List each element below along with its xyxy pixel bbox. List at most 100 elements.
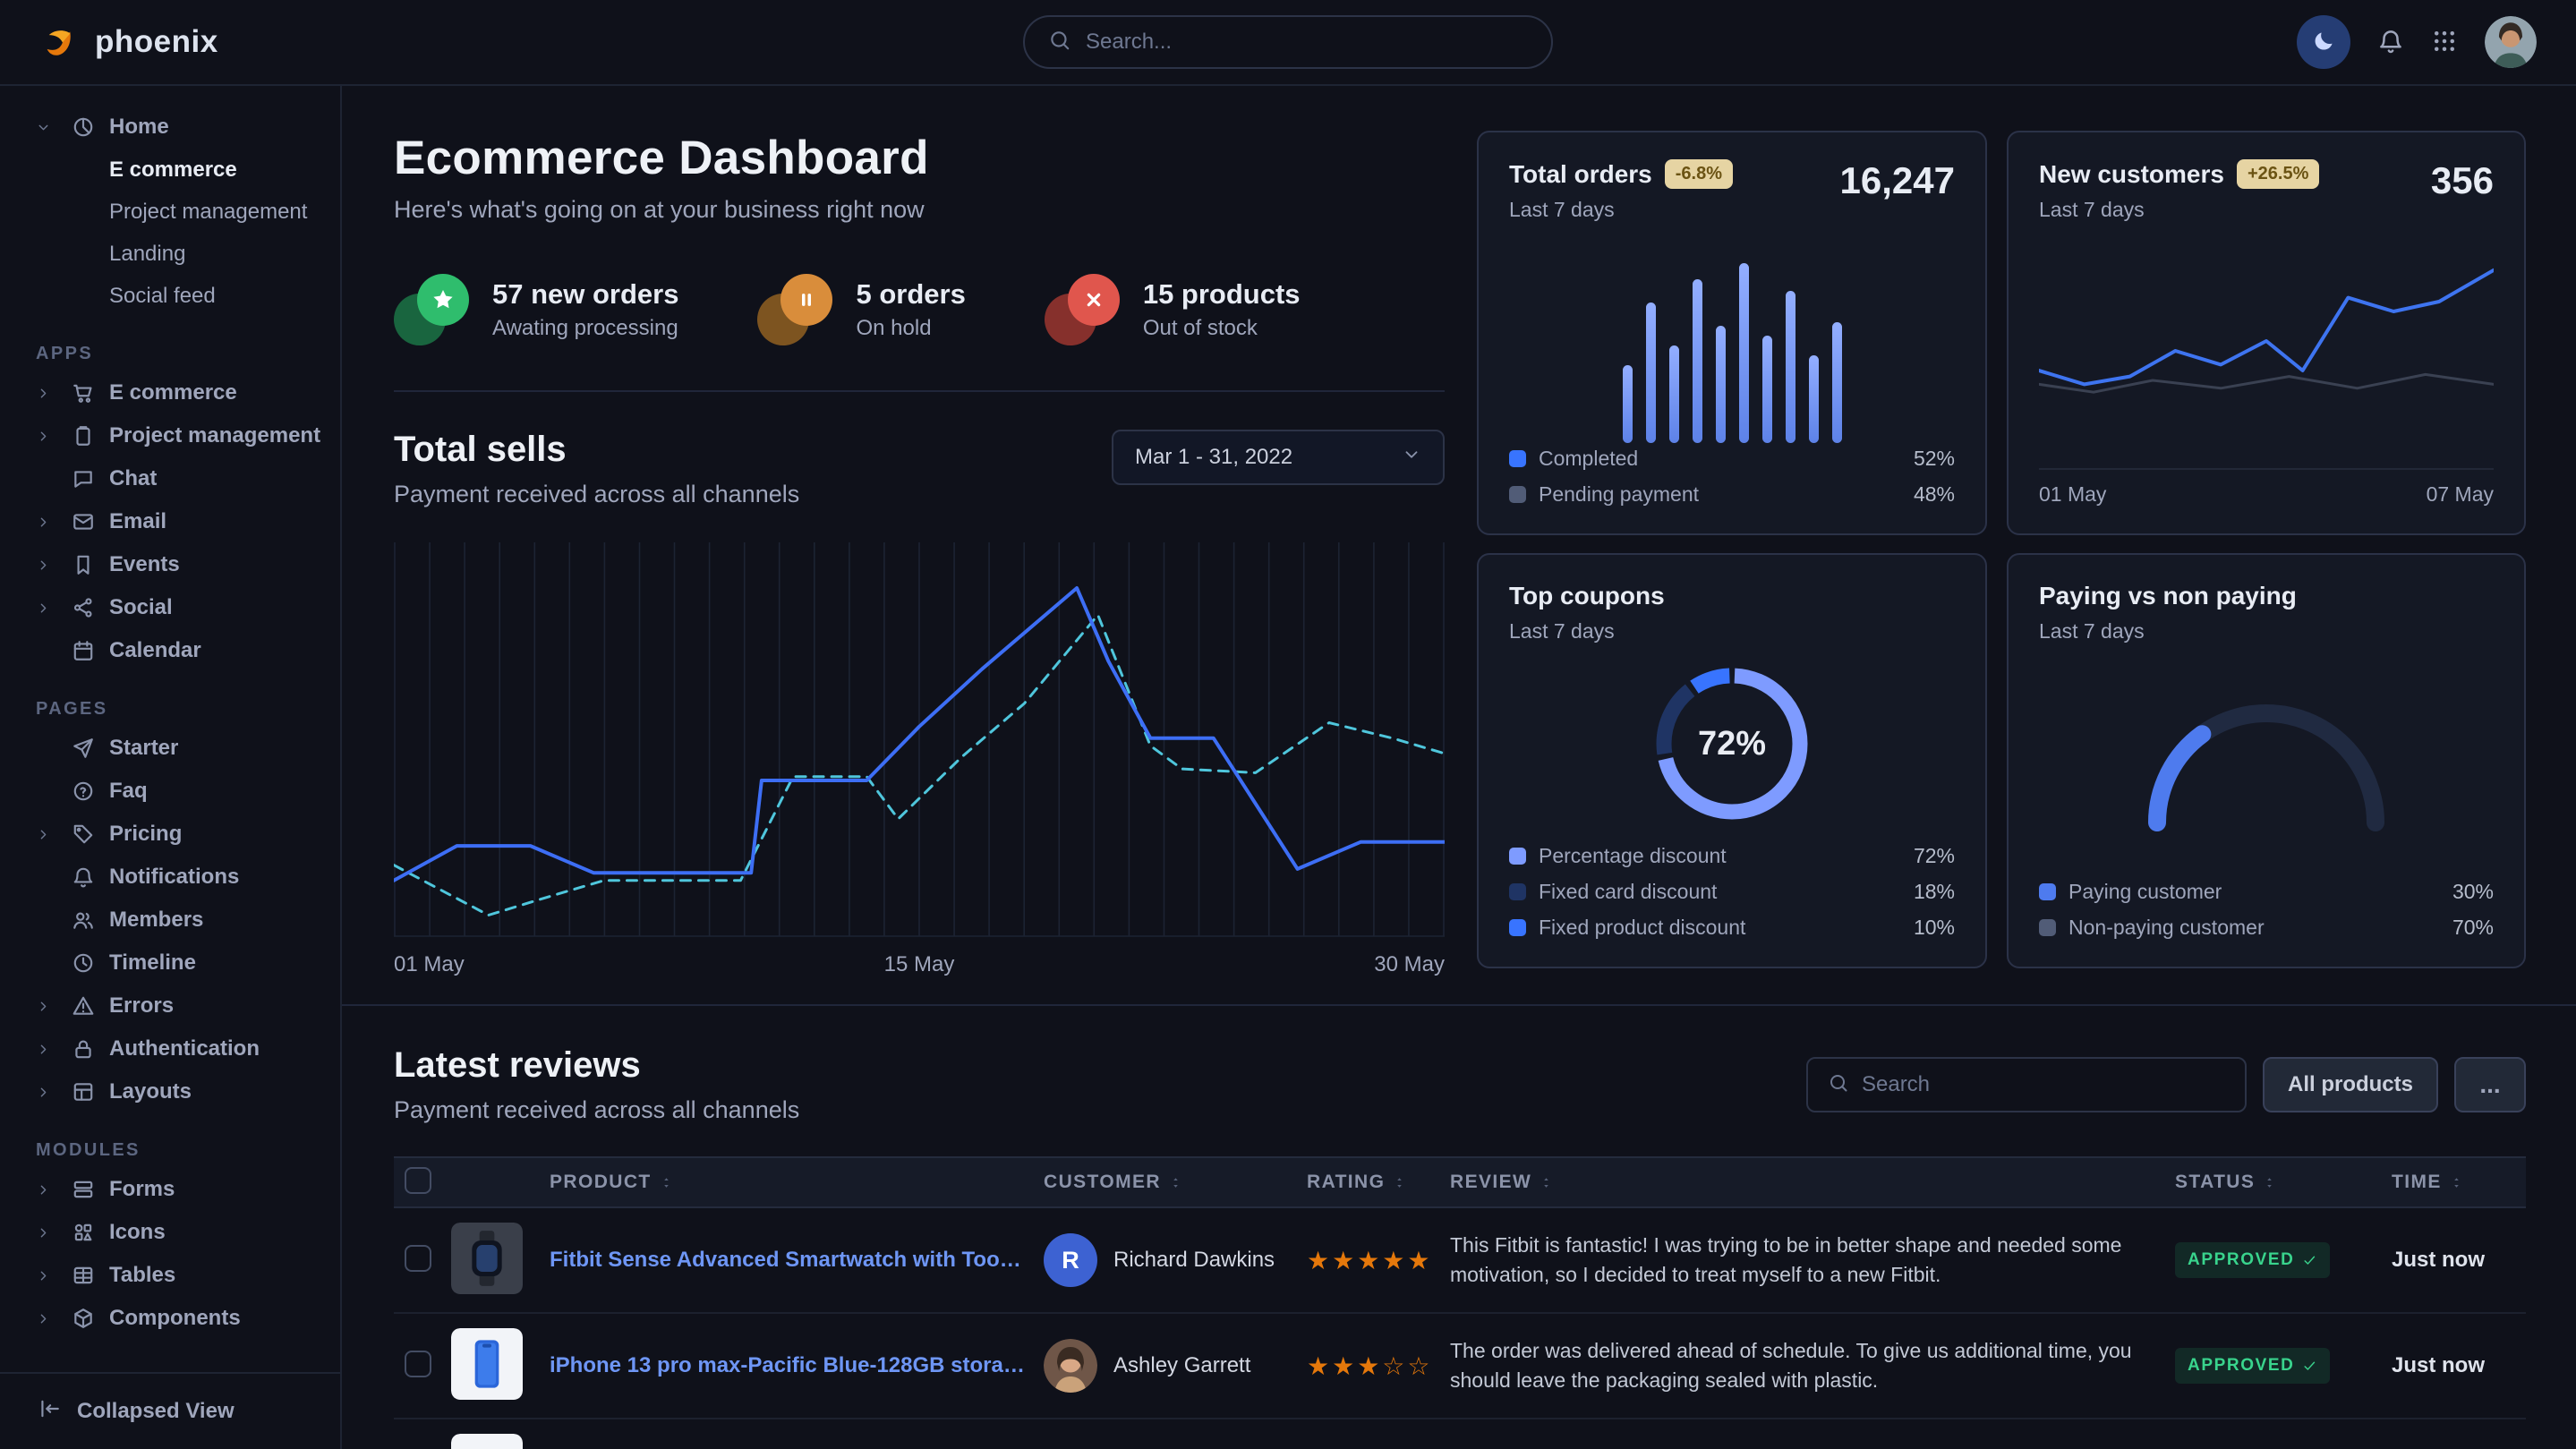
reviews-search-input[interactable] <box>1862 1072 2225 1097</box>
sidebar-item-notifications[interactable]: Notifications <box>0 856 340 899</box>
page-title: Ecommerce Dashboard <box>394 131 1445 185</box>
sidebar-subitem-landing[interactable]: Landing <box>109 233 340 275</box>
grid9-icon <box>2431 28 2458 55</box>
sidebar-item-e-commerce[interactable]: E commerce <box>0 371 340 414</box>
moon-icon <box>2311 29 2336 56</box>
shapes-icon <box>72 1221 95 1244</box>
sidebar-item-pricing[interactable]: Pricing <box>0 813 340 856</box>
more-options-button[interactable]: ... <box>2454 1057 2526 1112</box>
table-row[interactable]: Fitbit Sense Advanced Smartwatch with To… <box>394 1208 2526 1314</box>
sidebar-item-errors[interactable]: Errors <box>0 984 340 1027</box>
latest-reviews-subtitle: Payment received across all channels <box>394 1096 799 1124</box>
total-orders-title: Total orders <box>1509 160 1652 189</box>
select-all-checkbox[interactable] <box>405 1167 431 1194</box>
bell-icon <box>2377 28 2404 57</box>
reviews-search[interactable] <box>1806 1057 2247 1112</box>
column-header-customer[interactable]: CUSTOMER <box>1044 1172 1307 1193</box>
sidebar-item-timeline[interactable]: Timeline <box>0 942 340 984</box>
new-customers-chart <box>2039 255 2494 463</box>
stats-row: 57 new ordersAwating processing 5 orders… <box>394 274 1445 345</box>
grid-icon <box>2431 28 2458 57</box>
card-total-orders: Total orders -6.8% Last 7 days 16,247 Co… <box>1477 131 1987 535</box>
row-checkbox[interactable] <box>405 1245 431 1272</box>
navbar-search[interactable] <box>1023 15 1553 69</box>
cart-icon <box>72 381 95 405</box>
card-top-coupons: Top coupons Last 7 days 72% Percentage d… <box>1477 553 1987 968</box>
brand-name: phoenix <box>95 24 218 60</box>
help-icon <box>72 780 95 803</box>
reviews-table: PRODUCTCUSTOMERRATINGREVIEWSTATUSTIME Fi… <box>394 1156 2526 1449</box>
brand-logo[interactable]: phoenix <box>39 21 218 63</box>
review-text: The order was delivered ahead of schedul… <box>1450 1336 2175 1396</box>
collapse-icon <box>38 1397 61 1420</box>
sidebar-item-project-management[interactable]: Project management <box>0 414 340 457</box>
users-icon <box>72 908 95 932</box>
table-icon <box>72 1264 95 1287</box>
legend-item-non-paying-customer: Non-paying customer70% <box>2039 916 2494 940</box>
column-header-review[interactable]: REVIEW <box>1450 1172 2175 1193</box>
caretR-icon <box>36 1042 51 1057</box>
notifications-button[interactable] <box>2377 28 2404 57</box>
bar <box>1786 291 1796 443</box>
column-header-rating[interactable]: RATING <box>1307 1172 1450 1193</box>
product-image <box>451 1434 523 1449</box>
product-link[interactable]: iPhone 13 pro max-Pacific Blue-128GB sto… <box>550 1353 1026 1378</box>
lock-icon <box>72 1037 95 1061</box>
table-row[interactable]: iPhone 13 pro max-Pacific Blue-128GB sto… <box>394 1314 2526 1419</box>
collapsed-view-toggle[interactable]: Collapsed View <box>0 1372 340 1449</box>
sidebar-item-tables[interactable]: Tables <box>0 1254 340 1297</box>
legend-item-percentage-discount: Percentage discount72% <box>1509 844 1955 868</box>
sidebar-subitem-social-feed[interactable]: Social feed <box>109 275 340 317</box>
total-orders-badge: -6.8% <box>1665 159 1733 189</box>
product-link[interactable]: Fitbit Sense Advanced Smartwatch with To… <box>550 1248 1026 1273</box>
caretR-icon <box>36 1268 51 1283</box>
sidebar-subitem-e-commerce[interactable]: E commerce <box>109 149 340 191</box>
user-avatar[interactable] <box>2485 16 2537 68</box>
divider <box>394 390 1445 392</box>
sidebar-item-chat[interactable]: Chat <box>0 457 340 500</box>
apps-grid-button[interactable] <box>2431 28 2458 57</box>
column-header-status[interactable]: STATUS <box>2175 1172 2392 1193</box>
sidebar-item-components[interactable]: Components <box>0 1297 340 1340</box>
top-navbar: phoenix <box>0 0 2576 86</box>
bell-icon <box>2377 28 2404 55</box>
column-header-product[interactable]: PRODUCT <box>550 1172 1044 1193</box>
sidebar-item-events[interactable]: Events <box>0 543 340 586</box>
sidebar-item-icons[interactable]: Icons <box>0 1211 340 1254</box>
search-icon <box>1828 1072 1849 1098</box>
reviews-table-head: PRODUCTCUSTOMERRATINGREVIEWSTATUSTIME <box>394 1156 2526 1208</box>
caretR-icon <box>36 999 51 1014</box>
customer-name: Richard Dawkins <box>1113 1248 1275 1273</box>
bar <box>1762 336 1772 443</box>
status-badge: APPROVED <box>2175 1348 2330 1384</box>
sidebar-item-calendar[interactable]: Calendar <box>0 629 340 672</box>
sidebar-item-layouts[interactable]: Layouts <box>0 1070 340 1113</box>
star-blob-icon <box>394 274 471 345</box>
row-checkbox[interactable] <box>405 1351 431 1377</box>
caretR-icon <box>36 1182 51 1198</box>
caretR-icon <box>36 386 51 401</box>
date-range-select[interactable]: Mar 1 - 31, 2022 <box>1112 430 1445 485</box>
search-input[interactable] <box>1086 30 1528 55</box>
sidebar-item-members[interactable]: Members <box>0 899 340 942</box>
sidebar-item-authentication[interactable]: Authentication <box>0 1027 340 1070</box>
column-header-time[interactable]: TIME <box>2392 1172 2526 1193</box>
sidebar-item-faq[interactable]: Faq <box>0 770 340 813</box>
all-products-button[interactable]: All products <box>2263 1057 2438 1112</box>
theme-toggle-button[interactable] <box>2297 15 2350 69</box>
pause-blob-icon <box>757 274 834 345</box>
navbar-actions <box>2297 15 2537 69</box>
total-sells-chart <box>394 542 1445 938</box>
sidebar-item-social[interactable]: Social <box>0 586 340 629</box>
rating-stars: ★★★★★ <box>1307 1246 1450 1275</box>
send-icon <box>72 737 95 760</box>
sidebar-item-home[interactable]: Home <box>0 106 340 149</box>
legend-item-completed: Completed52% <box>1509 447 1955 471</box>
total-sells-subtitle: Payment received across all channels <box>394 481 799 508</box>
sidebar-subitem-project-management[interactable]: Project management <box>109 191 340 233</box>
sidebar-item-email[interactable]: Email <box>0 500 340 543</box>
sidebar-item-forms[interactable]: Forms <box>0 1168 340 1211</box>
sidebar-item-starter[interactable]: Starter <box>0 727 340 770</box>
main-content: Ecommerce Dashboard Here's what's going … <box>342 86 2576 1449</box>
legend-item-fixed-card-discount: Fixed card discount18% <box>1509 880 1955 904</box>
